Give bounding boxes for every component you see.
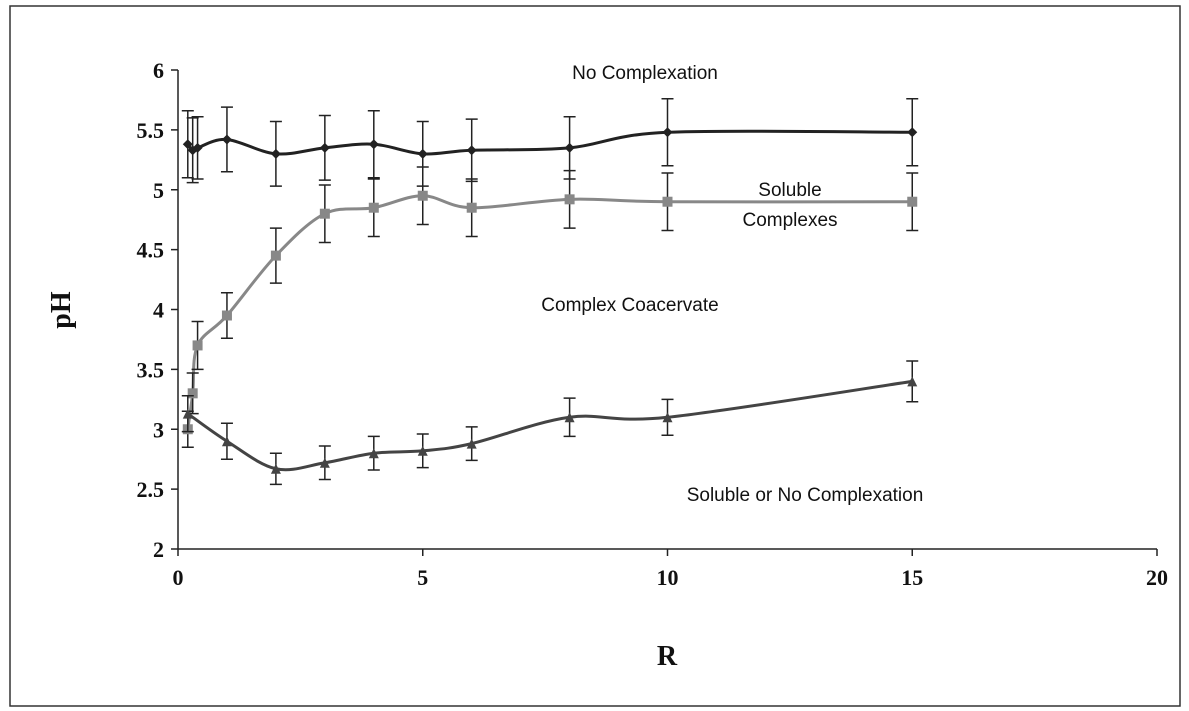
point <box>907 127 918 138</box>
y-tick-label: 5 <box>153 178 164 203</box>
x-tick-label: 20 <box>1146 565 1168 590</box>
point <box>417 148 428 159</box>
point <box>182 139 193 150</box>
point <box>368 448 379 459</box>
point <box>564 412 575 423</box>
annotation: Complexes <box>742 210 837 231</box>
point <box>564 194 575 205</box>
point <box>221 310 232 321</box>
y-tick-label: 3.5 <box>137 357 165 382</box>
y-tick-label: 6 <box>153 58 164 83</box>
point <box>466 438 477 449</box>
point <box>319 457 330 468</box>
point <box>662 412 673 423</box>
point <box>221 134 232 145</box>
trend-line <box>186 379 913 472</box>
frame <box>9 5 1181 707</box>
x-axis-label: R <box>657 641 678 672</box>
annotation: Soluble <box>758 180 821 201</box>
point <box>564 142 575 153</box>
point <box>907 196 918 207</box>
point <box>270 463 281 474</box>
point <box>466 145 477 156</box>
y-tick-label: 2.5 <box>137 477 165 502</box>
point <box>417 190 428 201</box>
annotation: No Complexation <box>572 63 718 84</box>
point <box>192 340 203 351</box>
y-tick-label: 4 <box>153 298 164 323</box>
point <box>192 142 203 153</box>
point <box>368 202 379 213</box>
annotation: Soluble or No Complexation <box>687 485 924 506</box>
point <box>319 208 330 219</box>
y-tick-label: 2 <box>153 537 164 562</box>
point <box>662 127 673 138</box>
point <box>270 250 281 261</box>
point <box>270 148 281 159</box>
point <box>662 196 673 207</box>
point <box>368 139 379 150</box>
y-tick-label: 3 <box>153 417 164 442</box>
x-tick-label: 15 <box>901 565 923 590</box>
point <box>466 202 477 213</box>
annotation: Complex Coacervate <box>541 295 718 316</box>
y-tick-label: 4.5 <box>137 238 165 263</box>
point <box>187 388 198 399</box>
point <box>907 376 918 387</box>
y-axis-label: pH <box>46 291 77 329</box>
x-tick-label: 5 <box>417 565 428 590</box>
point <box>221 436 232 447</box>
y-tick-label: 5.5 <box>137 118 165 143</box>
trend-line <box>186 129 913 156</box>
x-tick-label: 10 <box>657 565 679 590</box>
x-tick-label: 0 <box>173 565 184 590</box>
point <box>182 408 193 419</box>
point <box>319 142 330 153</box>
point <box>417 445 428 456</box>
